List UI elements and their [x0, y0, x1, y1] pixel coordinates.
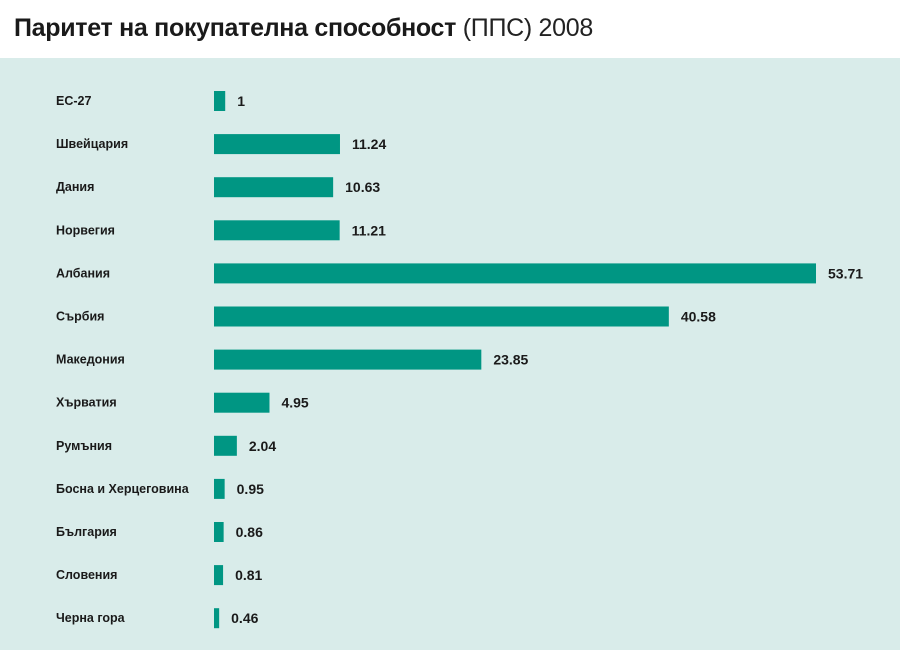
- bar: [214, 608, 220, 629]
- category-label: Словения: [56, 568, 117, 582]
- category-label: България: [56, 525, 117, 539]
- value-label: 23.85: [493, 352, 528, 368]
- chart-title-suffix: (ППС) 2008: [462, 14, 594, 42]
- bar: [214, 478, 225, 499]
- value-label: 2.04: [249, 438, 276, 454]
- value-label: 10.63: [345, 179, 380, 195]
- title-bar: [0, 0, 900, 58]
- category-label: Македония: [56, 353, 125, 367]
- bar: [214, 134, 340, 155]
- category-label: Норвегия: [56, 223, 115, 237]
- value-label: 11.21: [352, 222, 386, 238]
- bar: [214, 349, 482, 370]
- bar: [214, 522, 224, 542]
- category-label: Черна гора: [56, 611, 126, 625]
- chart-title: Паритет на покупателна способност (ППС) …: [14, 13, 593, 43]
- category-label: ЕС-27: [56, 94, 91, 108]
- category-label: Швейцария: [56, 137, 128, 151]
- category-label: Румъния: [56, 439, 112, 453]
- value-label: 0.46: [231, 610, 258, 626]
- bar: [214, 177, 334, 198]
- value-label: 40.58: [681, 309, 716, 325]
- bar: [214, 220, 340, 241]
- value-label: 53.71: [828, 265, 863, 281]
- bar: [214, 392, 270, 413]
- value-label: 4.95: [281, 395, 308, 411]
- value-label: 1: [237, 93, 245, 109]
- bar: [214, 263, 816, 284]
- category-label: Сърбия: [56, 310, 104, 324]
- bar: [214, 435, 237, 456]
- category-label: Албания: [56, 266, 110, 280]
- category-label: Дания: [56, 180, 94, 194]
- chart-title-main: Паритет на покупателна способност: [14, 14, 457, 42]
- value-label: 0.95: [237, 481, 264, 497]
- bar: [214, 91, 226, 111]
- category-label: Хърватия: [56, 396, 117, 410]
- value-label: 0.81: [235, 567, 262, 583]
- bar: [214, 306, 669, 327]
- category-label: Босна и Херцеговина: [56, 482, 190, 496]
- bar: [214, 565, 224, 586]
- value-label: 11.24: [352, 136, 386, 152]
- value-label: 0.86: [236, 524, 263, 540]
